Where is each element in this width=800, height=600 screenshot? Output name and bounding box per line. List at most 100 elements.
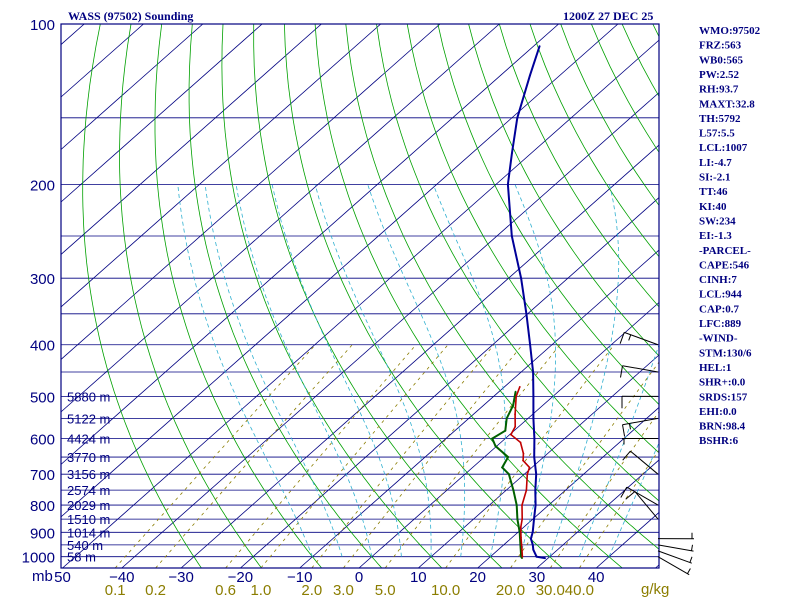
index-value: LCL:1007 [699,142,748,154]
isotherm-line [61,24,500,413]
index-value: SRDS:157 [699,391,748,403]
height-label: 1014 m [67,525,110,540]
index-value: EI:-1.3 [699,230,732,242]
isotherm-line [61,24,441,360]
dry-adiabat-line [498,24,659,308]
temperature-tick-label: 20 [469,569,486,586]
temperature-point [530,537,532,540]
isotherm-line [121,92,659,568]
wind-barb [657,532,695,540]
parcel-point [519,526,522,528]
height-label: 5880 m [67,389,110,404]
dry-adiabat-line [437,24,659,406]
moist-adiabat-line [432,184,506,557]
dry-adiabat-line [82,24,202,568]
parcel-point [522,459,524,462]
index-value: WB0:565 [699,54,744,66]
dry-adiabat-line [154,24,322,568]
dry-adiabat-line [221,24,443,568]
height-label: 2574 m [67,483,110,498]
mixing-ratio-unit: g/kg [641,581,669,598]
wind-barb-staff [657,550,692,564]
pressure-tick-label: 300 [30,271,55,288]
dewpoint-point [515,504,518,506]
station-title: WASS (97502) Sounding [68,9,193,23]
temperature-point [507,183,509,186]
temperature-tick-label: 50 [54,569,71,586]
temperature-tick-label: −40 [109,569,134,586]
index-value: SI:-2.1 [699,172,730,184]
isotherm-line [61,24,322,255]
temperature-line [506,45,546,560]
background-grid [61,24,659,568]
parcel-point [520,536,522,539]
wind-barb-staff [626,486,659,506]
temperature-point [531,543,534,546]
temperature-point [529,343,531,346]
wind-barb-flag [619,332,625,344]
dewpoint-point [507,456,509,458]
wind-barb-half-flag [686,568,691,574]
temperature-tick-label: 10 [410,569,427,586]
index-value: TH:5792 [699,113,741,125]
isotherm-line [418,354,659,568]
dry-adiabat-line [188,24,383,568]
parcel-point [515,395,518,398]
wind-barb [622,450,659,475]
wind-barb-staff [622,365,659,373]
wind-barb [657,544,694,552]
mixing-ratio-tick-label: 3.0 [333,582,354,599]
moist-adiabat-line [314,184,432,557]
index-value: LFC:889 [699,318,742,330]
parcel-point [514,413,516,416]
height-label: 3770 m [67,450,110,465]
dry-adiabat-line [253,24,503,568]
mixing-ratio-line [225,344,417,568]
parcel-point [514,425,517,428]
mixing-ratio-tick-label: 0.6 [215,582,236,599]
index-value: LI:-4.7 [699,157,732,169]
dry-adiabat-line [406,24,659,454]
wind-barb-half-flag [689,556,693,563]
mixing-ratio-line [579,449,659,568]
dewpoint-series [491,390,523,559]
dewpoint-point [521,557,523,559]
height-label: 540 m [67,538,103,553]
mixing-ratio-line [510,361,659,568]
isotherm-line [61,24,204,151]
temperature-point [534,489,537,492]
sounding-indices: WMO:97502 FRZ:563 WB0:565 PW:2.52 RH:93.7 MAX… [699,25,761,447]
wind-barb-staff [624,331,659,346]
isotherm-line [61,24,263,203]
temperature-point [529,74,531,77]
wind-barb-staff [634,491,659,520]
wind-barb-staff [657,556,690,576]
height-label: 4424 m [67,432,110,447]
index-value: SHR+:0.0 [699,377,746,389]
mixing-ratio-tick-label: 10.0 [431,582,460,599]
temperature-tick-label: −20 [228,569,253,586]
pressure-tick-label: 100 [30,17,55,34]
wind-barb [625,491,659,520]
dry-adiabat-line [591,24,659,153]
temperature-point [532,395,535,398]
index-value: -PARCEL- [699,245,751,257]
wind-barb-flag [625,491,636,500]
mixing-ratio-tick-label: 2.0 [301,582,322,599]
height-label: 5122 m [67,411,110,426]
profile-lines [491,45,546,560]
temperature-point [538,45,541,47]
isotherm-line [358,301,659,568]
parcel-point [521,555,524,558]
dewpoint-point [491,437,494,440]
pressure-tick-label: 400 [30,338,55,355]
moist-adiabat-line [608,441,659,557]
wind-barb [657,550,693,564]
isotherm-line [61,24,559,465]
index-value: -WIND- [699,333,738,345]
mixing-ratio-line [155,344,353,568]
dewpoint-point [508,473,510,476]
